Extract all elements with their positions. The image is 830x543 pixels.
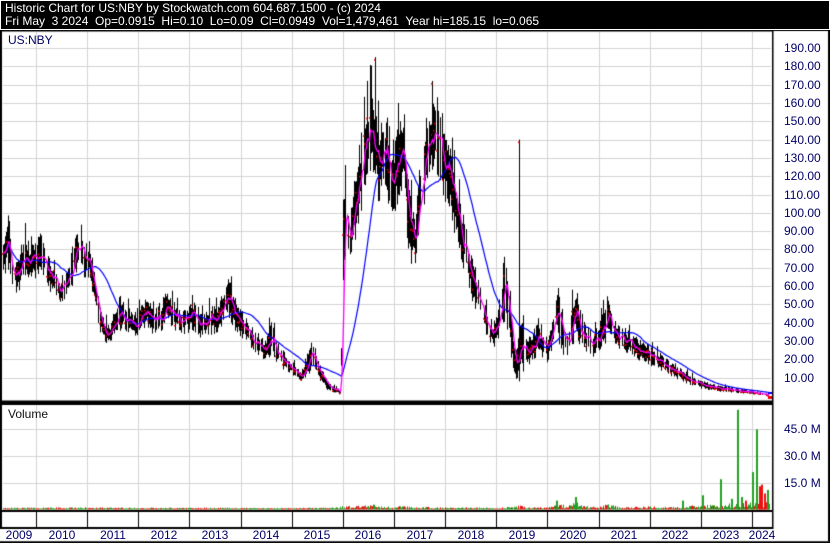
price-axis-label: 20.00 bbox=[784, 352, 815, 366]
price-axis-label: 50.00 bbox=[784, 297, 815, 311]
title-bar: Historic Chart for US:NBY by Stockwatch.… bbox=[0, 0, 830, 30]
price-axis-label: 150.00 bbox=[784, 114, 821, 128]
year-axis-label: 2015 bbox=[303, 528, 331, 542]
year-axis-label: 2014 bbox=[252, 528, 280, 542]
price-axis-label: 190.00 bbox=[784, 41, 821, 55]
title-line-2: Fri May 3 2024 Op=0.0915 Hi=0.10 Lo=0.09… bbox=[5, 14, 540, 28]
price-axis-label: 80.00 bbox=[784, 242, 815, 256]
year-axis-label: 2009 bbox=[5, 528, 33, 542]
year-axis-label: 2011 bbox=[100, 528, 126, 542]
volume-axis-label: 45.0 M bbox=[784, 422, 821, 436]
price-axis-label: 10.00 bbox=[784, 371, 815, 385]
price-axis-label: 60.00 bbox=[784, 279, 815, 293]
year-axis-label: 2019 bbox=[508, 528, 536, 542]
price-axis-label: 160.00 bbox=[784, 96, 821, 110]
year-axis-label: 2020 bbox=[559, 528, 587, 542]
price-axis-label: 90.00 bbox=[784, 224, 815, 238]
year-axis-label: 2018 bbox=[457, 528, 485, 542]
price-axis-label: 70.00 bbox=[784, 261, 815, 275]
price-axis-label: 140.00 bbox=[784, 133, 821, 147]
year-axis-label: 2017 bbox=[406, 528, 434, 542]
year-axis-label: 2010 bbox=[48, 528, 76, 542]
price-axis-label: 110.00 bbox=[784, 188, 820, 202]
year-axis-label: 2022 bbox=[661, 528, 689, 542]
symbol-label: US:NBY bbox=[8, 33, 53, 47]
year-axis-label: 2024 bbox=[748, 528, 776, 542]
price-axis-label: 100.00 bbox=[784, 206, 821, 220]
year-axis-label: 2013 bbox=[201, 528, 229, 542]
price-axis-label: 40.00 bbox=[784, 316, 815, 330]
year-axis-label: 2016 bbox=[354, 528, 382, 542]
price-axis-label: 170.00 bbox=[784, 78, 821, 92]
volume-panel-label: Volume bbox=[8, 407, 49, 421]
year-axis-label: 2023 bbox=[712, 528, 740, 542]
price-axis-label: 180.00 bbox=[784, 59, 821, 73]
price-axis-label: 30.00 bbox=[784, 334, 815, 348]
price-axis-label: 120.00 bbox=[784, 169, 821, 183]
title-line-1: Historic Chart for US:NBY by Stockwatch.… bbox=[5, 1, 381, 15]
year-axis-label: 2012 bbox=[150, 528, 178, 542]
volume-axis-label: 15.0 M bbox=[784, 476, 821, 490]
year-axis-label: 2021 bbox=[610, 528, 638, 542]
price-axis-label: 130.00 bbox=[784, 151, 821, 165]
volume-axis-label: 30.0 M bbox=[784, 449, 821, 463]
